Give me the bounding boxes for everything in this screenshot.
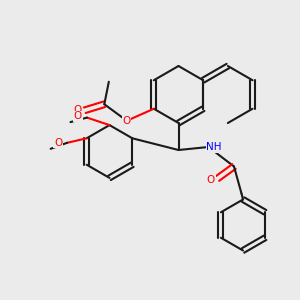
Text: O: O [74,111,82,121]
Text: O: O [207,175,215,185]
Text: O: O [123,116,131,126]
Text: NH: NH [206,142,222,152]
Text: O: O [73,105,81,115]
Text: O: O [54,138,62,148]
